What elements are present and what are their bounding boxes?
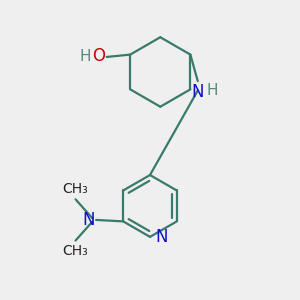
Text: N: N (155, 229, 168, 246)
Text: CH₃: CH₃ (62, 244, 88, 258)
Text: CH₃: CH₃ (62, 182, 88, 196)
Text: N: N (83, 211, 95, 229)
Text: H: H (80, 49, 91, 64)
Text: O: O (92, 47, 105, 65)
Text: H: H (206, 83, 218, 98)
Text: N: N (191, 83, 204, 101)
